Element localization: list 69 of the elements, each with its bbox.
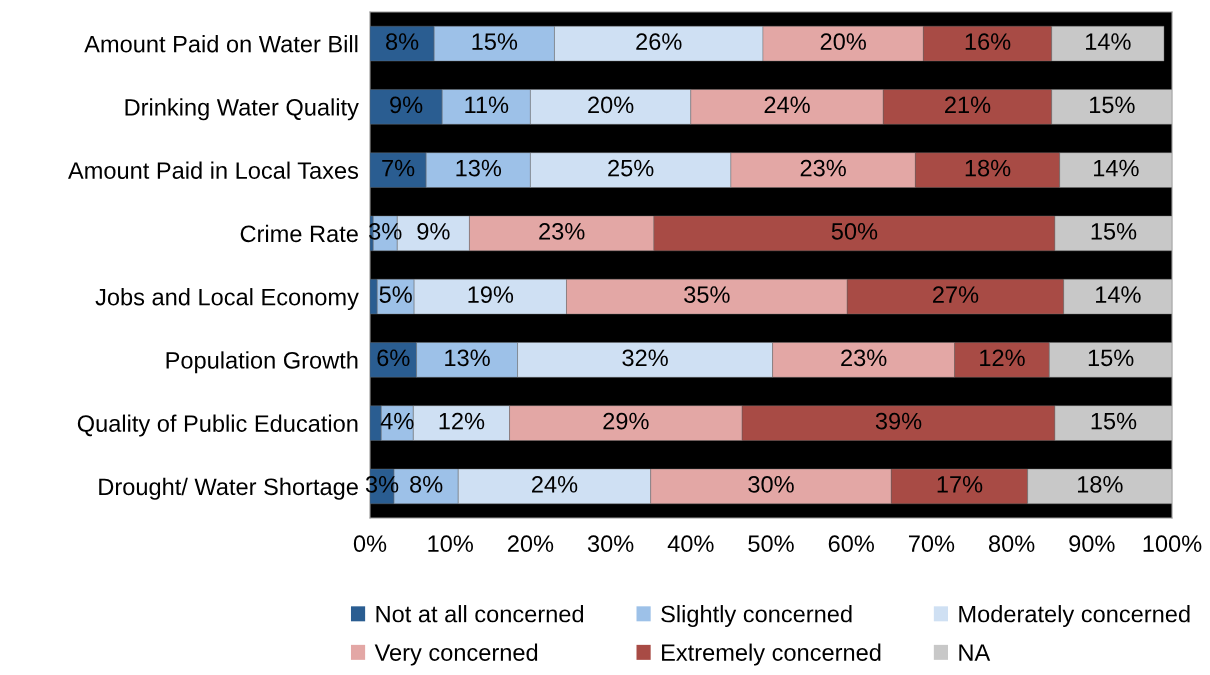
data-label: 15% <box>1091 412 1137 430</box>
data-label: 25% <box>608 159 654 177</box>
data-label: 13% <box>456 159 502 177</box>
data-label: 26% <box>636 33 682 50</box>
data-label: 4% <box>380 412 414 430</box>
y-tick-label: Crime Rate <box>240 224 358 243</box>
x-tick-label: 40% <box>667 535 714 553</box>
data-label: 27% <box>933 286 979 303</box>
data-label: 3% <box>369 222 402 240</box>
y-tick-label: Drought/ Water Shortage <box>99 477 358 500</box>
data-label: 14% <box>1094 159 1139 177</box>
x-tick-label: 100% <box>1143 535 1202 553</box>
data-label: 50% <box>831 222 878 240</box>
data-label: 11% <box>465 96 509 114</box>
x-tick-label: 30% <box>587 535 634 553</box>
data-label: 7% <box>382 159 415 177</box>
data-label: 9% <box>417 222 450 240</box>
data-label: 23% <box>841 349 887 367</box>
data-label: 20% <box>820 33 866 50</box>
data-label: 20% <box>588 96 634 114</box>
data-label: 32% <box>622 349 668 367</box>
x-tick-label: 70% <box>908 535 955 553</box>
data-label: 19% <box>468 286 514 303</box>
legend-label: Moderately concerned <box>959 605 1190 628</box>
data-label: 18% <box>965 159 1011 177</box>
data-label: 16% <box>965 33 1011 50</box>
data-label: 23% <box>539 222 585 240</box>
data-label: 13% <box>445 349 490 367</box>
data-label: 29% <box>603 412 649 430</box>
data-label: 21% <box>945 96 991 114</box>
legend-label: Not at all concerned <box>376 605 584 623</box>
data-label: 15% <box>1088 349 1134 367</box>
y-tick-label: Population Growth <box>166 351 358 374</box>
x-tick-label: 50% <box>748 535 794 553</box>
legend-label: NA <box>959 644 991 661</box>
data-label: 6% <box>377 349 410 367</box>
data-label: 30% <box>748 475 794 493</box>
y-tick-label: Drinking Water Quality <box>125 98 359 121</box>
data-label: 18% <box>1077 475 1123 493</box>
data-label: 17% <box>937 476 983 493</box>
data-label: 15% <box>472 33 518 50</box>
y-tick-label: Amount Paid on Water Bill <box>84 35 358 53</box>
data-label: 24% <box>532 475 578 493</box>
data-label: 8% <box>410 475 443 493</box>
x-tick-label: 20% <box>507 535 554 553</box>
y-tick-label: Amount Paid in Local Taxes <box>68 161 359 179</box>
data-label: 12% <box>439 412 485 430</box>
data-label: 15% <box>1091 223 1137 240</box>
y-tick-label: Quality of Public Education <box>77 414 358 437</box>
data-label: 14% <box>1086 33 1131 50</box>
x-tick-label: 80% <box>989 535 1035 553</box>
x-tick-label: 10% <box>428 535 473 553</box>
data-label: 15% <box>1090 96 1135 114</box>
data-label: 5% <box>379 286 412 303</box>
x-tick-label: 0% <box>353 535 387 553</box>
x-tick-label: 90% <box>1069 535 1115 553</box>
data-label: 9% <box>390 96 423 114</box>
data-label: 14% <box>1096 286 1141 303</box>
legend-label: Slightly concerned <box>661 605 852 628</box>
legend-label: Extremely concerned <box>662 643 881 666</box>
data-label: 35% <box>684 286 730 303</box>
legend-label: Very concerned <box>374 643 538 666</box>
x-tick-label: 60% <box>828 535 874 553</box>
data-label: 23% <box>800 159 846 177</box>
y-tick-label: Jobs and Local Economy <box>95 288 359 311</box>
data-label: 39% <box>875 412 922 430</box>
data-label: 24% <box>764 96 810 114</box>
data-label: 12% <box>980 349 1025 367</box>
data-label: 8% <box>386 33 419 50</box>
